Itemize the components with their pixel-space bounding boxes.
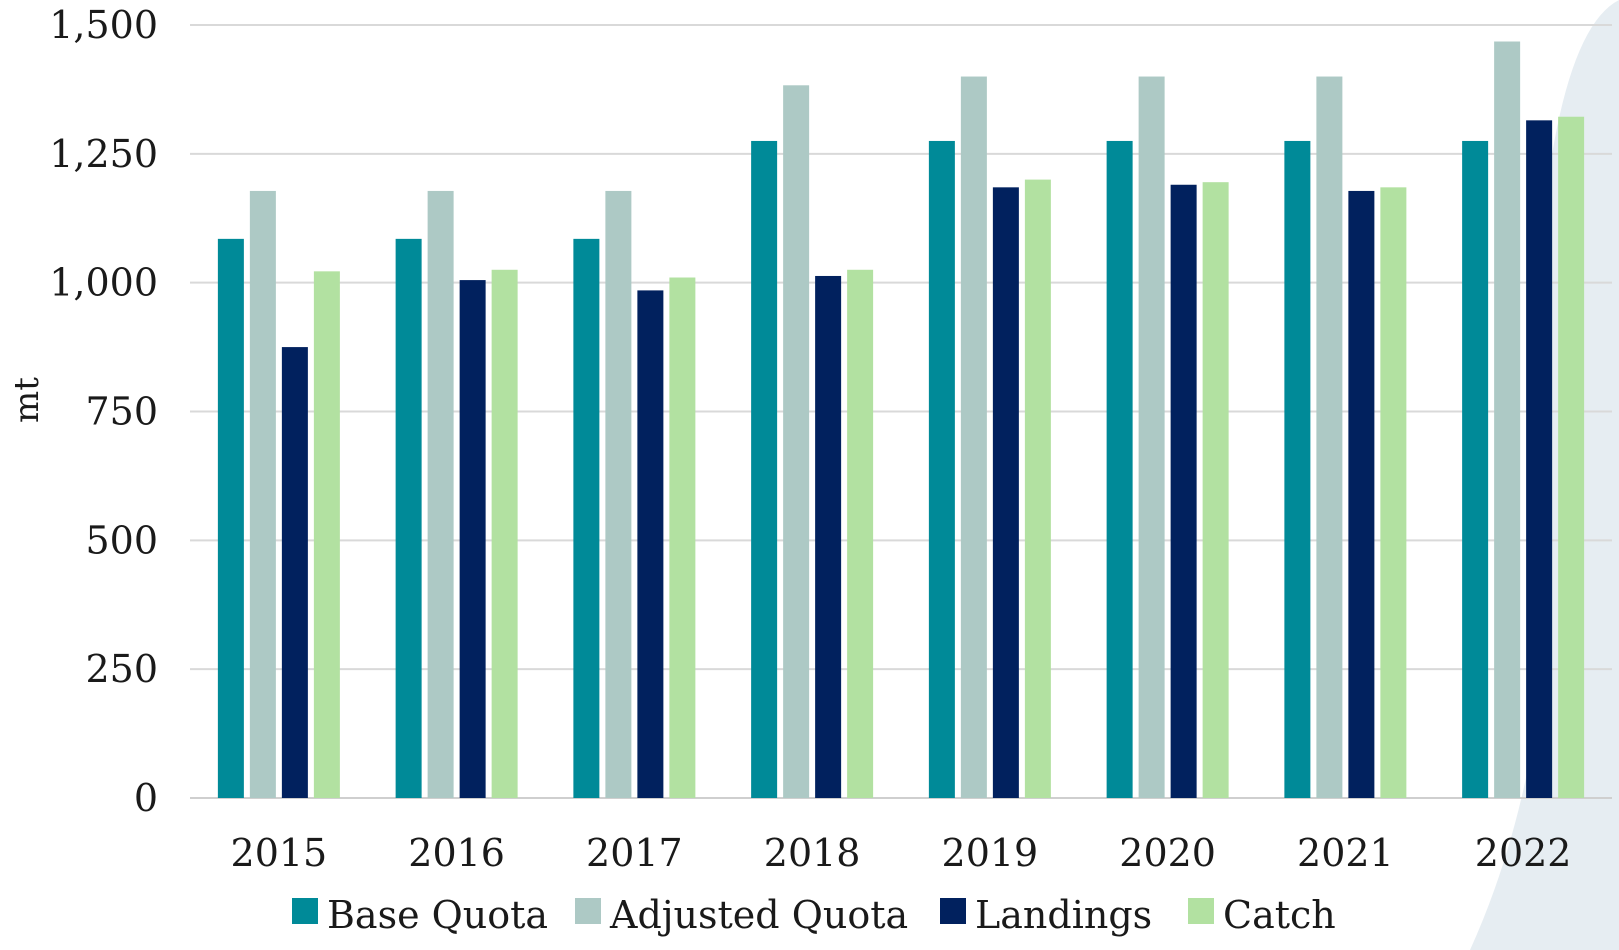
bar-catch-2017[interactable] — [669, 277, 696, 799]
bar-landings-2020[interactable] — [1170, 184, 1197, 799]
bar-adjusted-quota-2015[interactable] — [249, 190, 276, 799]
bar-adjusted-quota-2022[interactable] — [1494, 41, 1521, 799]
bar-base-quota-2015[interactable] — [217, 238, 244, 798]
bar-base-quota-2020[interactable] — [1106, 140, 1133, 798]
bar-landings-2017[interactable] — [637, 290, 664, 798]
x-tick-label: 2019 — [942, 831, 1039, 875]
bar-landings-2018[interactable] — [815, 275, 842, 798]
bar-landings-2021[interactable] — [1348, 190, 1375, 799]
bar-catch-2020[interactable] — [1202, 182, 1229, 799]
y-tick-label: 1,250 — [49, 132, 158, 176]
bar-base-quota-2017[interactable] — [573, 238, 600, 798]
legend-item-adjusted-quota[interactable]: Adjusted Quota — [575, 893, 908, 937]
x-tick-labels: 2015 2016 2017 2018 2019 2020 2021 2022 — [231, 831, 1572, 875]
legend-swatch — [575, 898, 601, 924]
legend-swatch — [292, 898, 318, 924]
y-tick-label: 500 — [85, 518, 158, 562]
bar-adjusted-quota-2017[interactable] — [605, 190, 632, 799]
bar-landings-2015[interactable] — [281, 347, 308, 798]
legend-label: Adjusted Quota — [609, 893, 908, 937]
bar-base-quota-2022[interactable] — [1462, 140, 1489, 798]
bar-base-quota-2018[interactable] — [751, 140, 778, 798]
bar-base-quota-2021[interactable] — [1284, 140, 1311, 798]
x-tick-label: 2020 — [1119, 831, 1216, 875]
x-tick-label: 2021 — [1297, 831, 1394, 875]
x-tick-label: 2018 — [764, 831, 861, 875]
bar-catch-2022[interactable] — [1558, 116, 1585, 799]
y-axis-title: mt — [7, 377, 47, 423]
bar-catch-2016[interactable] — [491, 269, 518, 798]
legend-swatch — [940, 898, 966, 924]
legend-label: Catch — [1223, 893, 1336, 937]
bars — [217, 41, 1585, 799]
bar-base-quota-2019[interactable] — [928, 140, 955, 798]
bar-landings-2019[interactable] — [992, 187, 1019, 798]
bar-landings-2022[interactable] — [1526, 120, 1553, 798]
legend-swatch — [1188, 898, 1214, 924]
y-tick-label: 1,500 — [49, 3, 158, 47]
legend-item-catch[interactable]: Catch — [1188, 893, 1336, 937]
y-tick-label: 250 — [85, 647, 158, 691]
gridlines — [190, 24, 1612, 799]
legend-item-base-quota[interactable]: Base Quota — [292, 893, 548, 937]
bar-catch-2021[interactable] — [1380, 187, 1407, 798]
legend-item-landings[interactable]: Landings — [940, 893, 1152, 937]
bar-catch-2019[interactable] — [1024, 179, 1051, 799]
bar-base-quota-2016[interactable] — [395, 238, 422, 798]
bar-catch-2018[interactable] — [847, 269, 874, 798]
y-tick-label: 750 — [85, 390, 158, 434]
bar-adjusted-quota-2018[interactable] — [783, 85, 810, 798]
bar-landings-2016[interactable] — [459, 280, 486, 799]
x-tick-label: 2022 — [1475, 831, 1572, 875]
x-tick-label: 2017 — [586, 831, 683, 875]
bar-catch-2015[interactable] — [313, 271, 340, 798]
legend[interactable]: Base Quota Adjusted Quota Landings Catch — [292, 893, 1336, 937]
y-tick-labels: 0 250 500 750 1,000 1,250 1,500 — [49, 3, 158, 820]
legend-label: Landings — [975, 893, 1152, 937]
bar-adjusted-quota-2020[interactable] — [1138, 76, 1165, 799]
bar-adjusted-quota-2019[interactable] — [960, 76, 987, 799]
y-tick-label: 1,000 — [49, 261, 158, 305]
y-tick-label: 0 — [134, 776, 158, 820]
bar-adjusted-quota-2021[interactable] — [1316, 76, 1343, 799]
bar-adjusted-quota-2016[interactable] — [427, 190, 454, 799]
legend-label: Base Quota — [327, 893, 548, 937]
x-tick-label: 2016 — [408, 831, 505, 875]
x-tick-label: 2015 — [231, 831, 328, 875]
